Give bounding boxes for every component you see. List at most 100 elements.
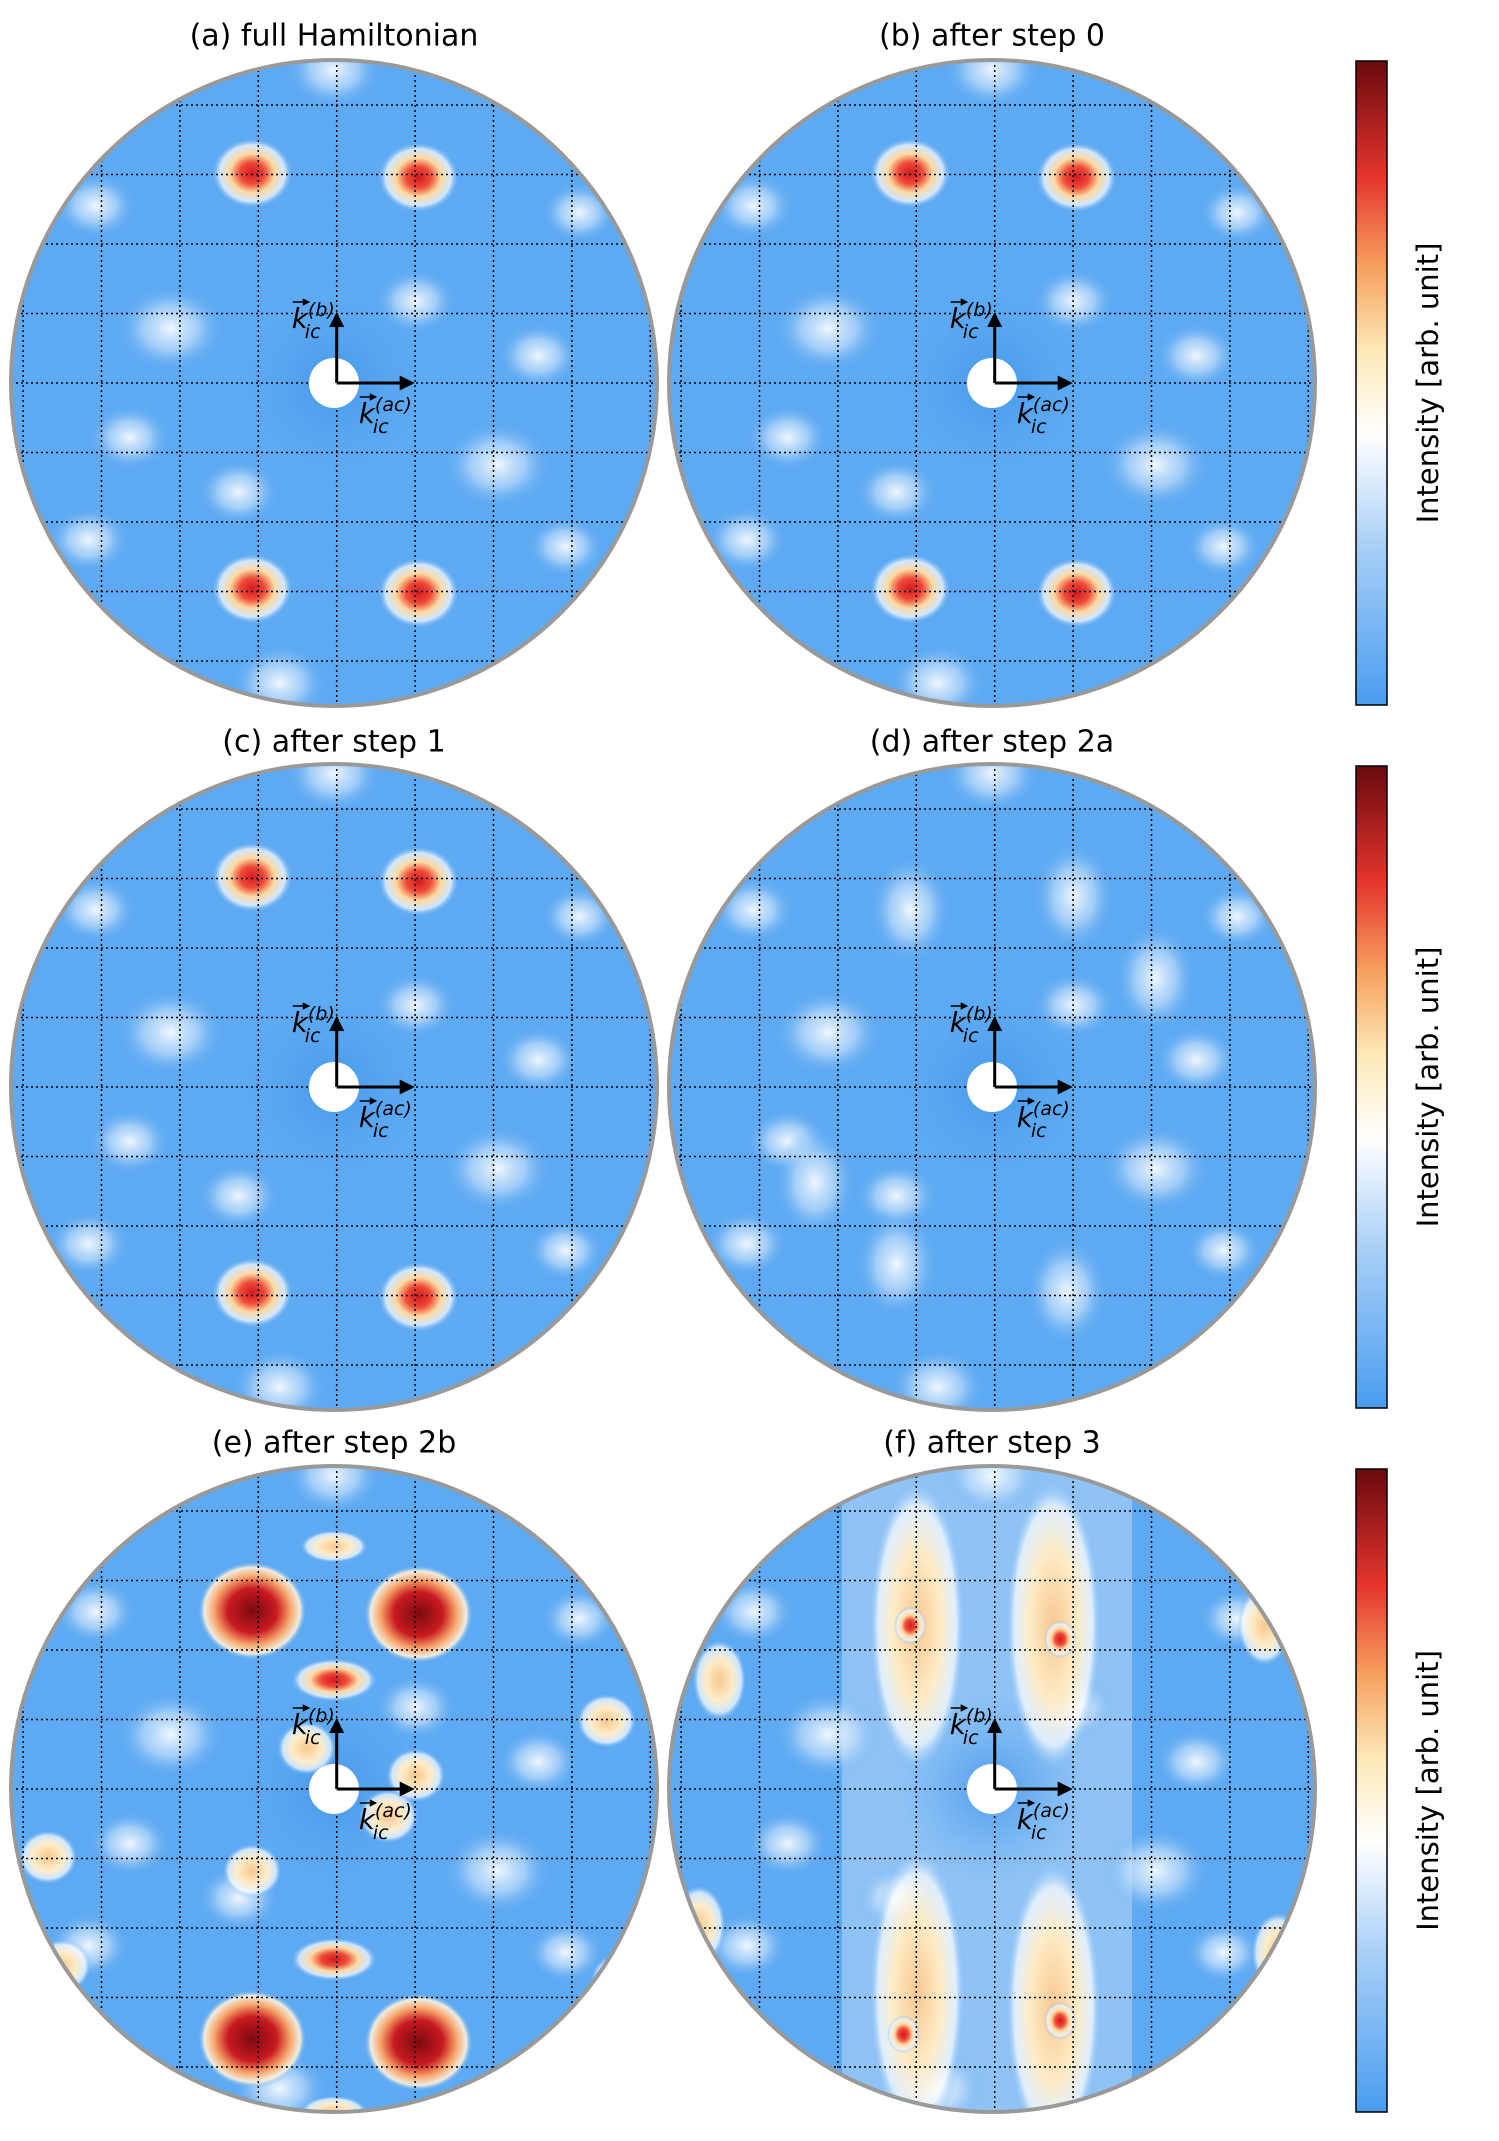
- intensity-spot: [1101, 1827, 1211, 1915]
- axis-symbol: k: [1017, 1101, 1035, 1134]
- axis-subscript: ic: [305, 1025, 321, 1047]
- intensity-spot: [889, 1348, 986, 1410]
- colorbar: [1355, 1468, 1388, 2113]
- intensity-spot: [893, 1606, 927, 1645]
- center-hole: [967, 1764, 1017, 1814]
- intensity-spot: [1155, 323, 1238, 389]
- center-hole: [967, 358, 1017, 408]
- intensity-spot: [497, 1027, 580, 1093]
- axis-subscript: ic: [305, 321, 321, 343]
- intensity-spot: [773, 284, 883, 373]
- axis-symbol: k: [359, 1101, 377, 1134]
- intensity-spot: [527, 1921, 604, 1984]
- axis-subscript: ic: [963, 1727, 979, 1749]
- axis-label: k(ac) ic: [1017, 1098, 1070, 1142]
- intensity-spot: [705, 1913, 788, 1979]
- axis-symbol: k: [292, 1006, 310, 1039]
- intensity-spot: [692, 1639, 747, 1721]
- intensity-spot: [88, 404, 171, 471]
- axis-symbol: k: [359, 1803, 377, 1836]
- intensity-spot: [54, 173, 137, 239]
- intensity-spot: [855, 1209, 938, 1319]
- axis-symbol: k: [359, 397, 377, 430]
- axis-label: k(ac) ic: [359, 394, 412, 438]
- axis-subscript: ic: [1031, 1120, 1047, 1142]
- intensity-spot: [443, 1125, 553, 1213]
- intensity-spot: [746, 1810, 829, 1877]
- panel: (d) after step 2a k (b) ick(ac) ic: [667, 725, 1317, 1412]
- axis-label: k(ac) ic: [359, 1800, 412, 1844]
- axis-label: k(b) ic: [950, 1705, 993, 1749]
- intensity-spot: [443, 421, 553, 509]
- axis-subscript: ic: [1031, 416, 1047, 438]
- intensity-spot: [889, 644, 986, 706]
- center-hole: [309, 1764, 359, 1814]
- intensity-spot: [867, 1843, 967, 2112]
- intensity-spot: [527, 515, 604, 578]
- axis-label: k(b) ic: [292, 1705, 335, 1749]
- intensity-spot: [231, 644, 328, 706]
- panel: (f) after step 3k(b) ick(ac) ic: [667, 1426, 1317, 2114]
- intensity-spot: [211, 841, 294, 913]
- intensity-spot: [47, 507, 130, 573]
- panel-title: (a) full Hamiltonian: [190, 19, 479, 54]
- intensity-spot: [712, 173, 795, 239]
- map-border: [667, 58, 1317, 708]
- intensity-spot: [944, 764, 1040, 812]
- intensity-spot: [1250, 1911, 1306, 1994]
- intensity-spot: [290, 1658, 378, 1702]
- axis-superscript: (ac): [375, 394, 412, 416]
- intensity-spot: [1035, 141, 1118, 213]
- intensity-spot: [590, 1952, 651, 2008]
- panel-title: (c) after step 1: [222, 725, 445, 760]
- panel-title: (d) after step 2a: [870, 725, 1114, 760]
- map-border: [667, 1464, 1317, 2114]
- intensity-spot: [855, 459, 938, 525]
- axis-label: k(ac) ic: [359, 1098, 412, 1142]
- intensity-spot: [231, 1348, 328, 1410]
- panel-title: (e) after step 2b: [212, 1426, 456, 1461]
- map-border: [9, 762, 659, 1412]
- axis-symbol: k: [1017, 1803, 1035, 1836]
- intensity-spot: [197, 1989, 307, 2088]
- map-border: [9, 1464, 659, 2114]
- intensity-spot: [541, 1588, 618, 1650]
- intensity-spot: [746, 404, 829, 471]
- axis-superscript: (b): [966, 1003, 993, 1025]
- intensity-spot: [88, 1108, 171, 1175]
- intensity-spot: [211, 137, 294, 209]
- axis-symbol: k: [1017, 397, 1035, 430]
- intensity-spot: [211, 1257, 294, 1329]
- intensity-spot: [541, 886, 618, 948]
- axis-subscript: ic: [305, 1727, 321, 1749]
- colorbar-label: Intensity [arb. unit]: [1411, 243, 1445, 524]
- intensity-spot: [377, 557, 460, 629]
- axis-label: k(ac) ic: [1017, 394, 1070, 438]
- panel: (e) after step 2b k(b) ic k(ac) ic: [9, 1426, 659, 2114]
- intensity-spot: [1185, 1921, 1262, 1984]
- intensity-spot: [115, 1690, 225, 1779]
- axis-subscript: ic: [373, 1822, 389, 1844]
- axis-symbol: k: [292, 1708, 310, 1741]
- colorbar: [1355, 60, 1388, 706]
- axis-symbol: k: [950, 302, 968, 335]
- intensity-spot: [1043, 2001, 1077, 2040]
- axis-superscript: (ac): [1033, 1098, 1070, 1120]
- intensity-spot: [299, 1530, 369, 1563]
- axis-symbol: k: [292, 302, 310, 335]
- intensity-spot: [377, 141, 460, 213]
- intensity-map: [11, 1466, 657, 2112]
- intensity-spot: [276, 1720, 337, 1776]
- axis-subscript: ic: [373, 1120, 389, 1142]
- intensity-spot: [1035, 557, 1118, 629]
- colorbar: [1355, 765, 1388, 1409]
- intensity-spot: [1199, 182, 1276, 244]
- intensity-map: [11, 764, 657, 1410]
- intensity-spot: [944, 60, 1040, 108]
- axis-label: k(b) ic: [292, 299, 335, 343]
- colorbar-label: Intensity [arb. unit]: [1411, 1650, 1445, 1931]
- intensity-spot: [712, 1579, 795, 1645]
- intensity-spot: [1101, 421, 1211, 509]
- intensity-spot: [1032, 841, 1115, 951]
